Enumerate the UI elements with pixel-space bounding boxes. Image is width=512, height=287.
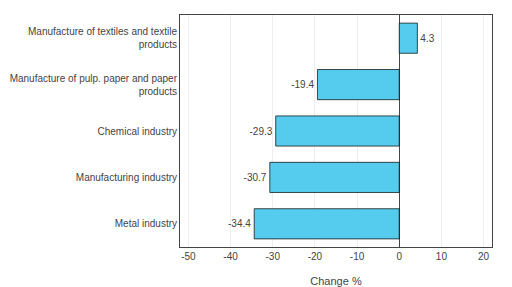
- svg-text:-19.4: -19.4: [291, 79, 314, 90]
- svg-text:-50: -50: [181, 251, 196, 262]
- svg-text:20: 20: [478, 251, 490, 262]
- svg-text:-10: -10: [350, 251, 365, 262]
- svg-text:-20: -20: [308, 251, 323, 262]
- svg-text:Metal industry: Metal industry: [115, 218, 177, 229]
- svg-text:-30: -30: [266, 251, 281, 262]
- svg-text:Manufacture of pulp. paper and: Manufacture of pulp. paper and paperprod…: [10, 73, 178, 97]
- svg-text:-29.3: -29.3: [249, 126, 272, 137]
- svg-text:Manufacture of textiles and te: Manufacture of textiles and textileprodu…: [28, 26, 177, 50]
- svg-text:-30.7: -30.7: [244, 172, 267, 183]
- svg-text:-40: -40: [223, 251, 238, 262]
- svg-text:-34.4: -34.4: [228, 218, 251, 229]
- svg-text:4.3: 4.3: [420, 33, 434, 44]
- svg-text:Change %: Change %: [310, 275, 362, 287]
- svg-text:Chemical industry: Chemical industry: [98, 126, 177, 137]
- svg-text:0: 0: [396, 251, 402, 262]
- svg-text:10: 10: [436, 251, 448, 262]
- svg-text:Manufacturing industry: Manufacturing industry: [76, 172, 177, 183]
